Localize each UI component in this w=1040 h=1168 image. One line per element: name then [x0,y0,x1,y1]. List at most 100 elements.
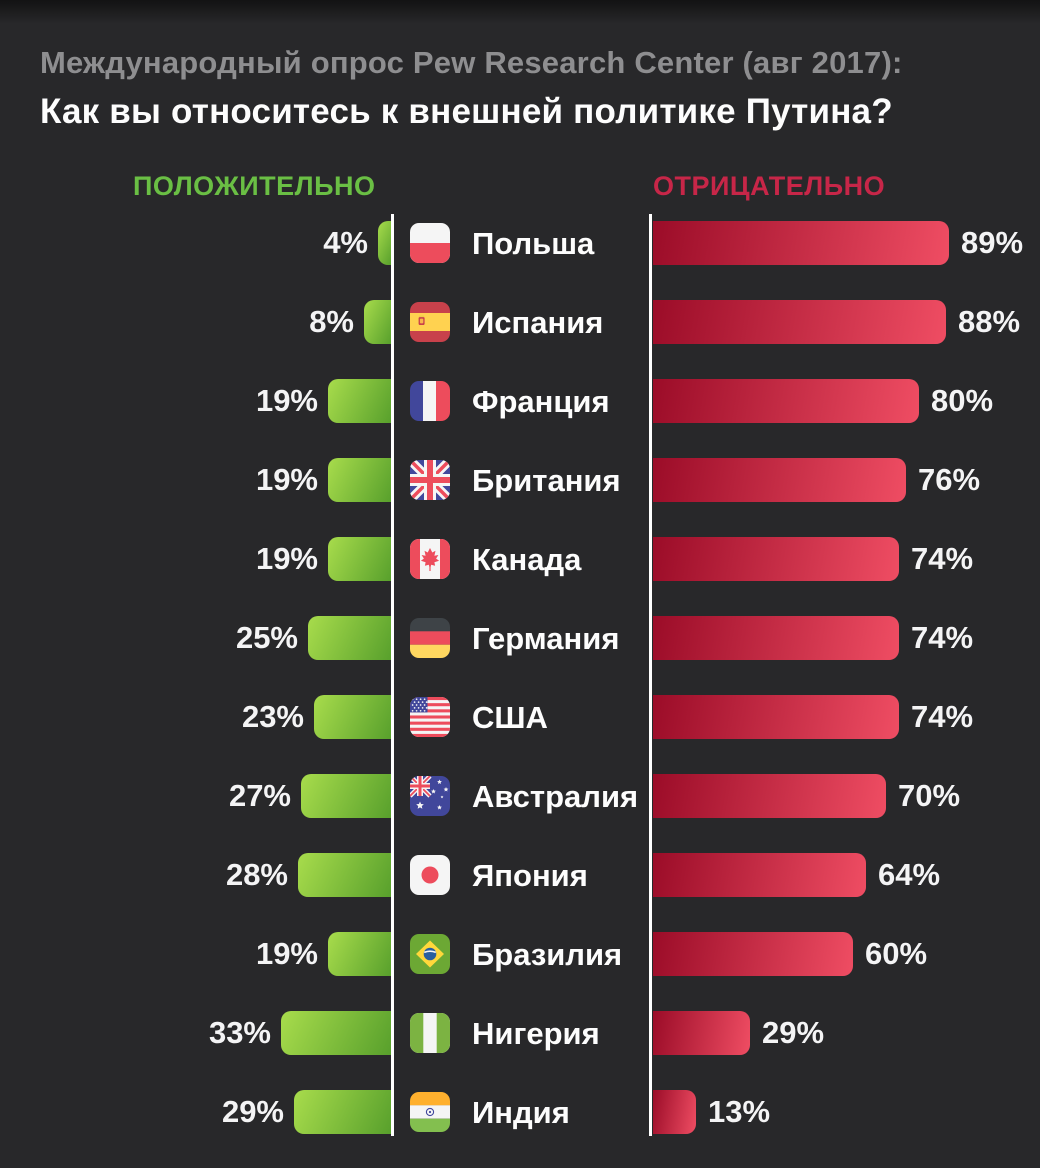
positive-bar [314,695,391,739]
positive-value-label: 25% [235,620,298,655]
negative-cell: 76% [653,458,1040,502]
country-row: 29% Индия 13% [0,1090,1040,1134]
positive-cell: 33% [0,1011,391,1055]
negative-cell: 88% [653,300,1040,344]
positive-cell: 19% [0,932,391,976]
negative-cell: 80% [653,379,1040,423]
positive-value-label: 19% [255,462,318,497]
negative-bar [653,221,949,265]
negative-bar [653,853,866,897]
negative-bar [653,616,899,660]
positive-value-label: 29% [221,1094,284,1129]
negative-bar [653,932,853,976]
country-label: Германия [472,621,620,656]
country-label: Испания [472,305,604,340]
country-row: 8% Испания 88% [0,300,1040,344]
negative-value-label: 88% [958,304,1021,339]
country-label: Индия [472,1095,570,1130]
positive-bar [281,1011,391,1055]
axis-line-positive [391,214,394,1136]
negative-cell: 60% [653,932,1040,976]
positive-bar [328,537,391,581]
country-label: Британия [472,463,621,498]
positive-value-label: 19% [255,541,318,576]
country-label: Япония [472,858,588,893]
positive-value-label: 8% [309,304,354,339]
negative-bar [653,300,946,344]
positive-bar [298,853,391,897]
positive-cell: 19% [0,458,391,502]
flag-japan-icon [410,855,450,895]
legend-positive: ПОЛОЖИТЕЛЬНО [133,171,376,201]
positive-bar [301,774,391,818]
flag-uk-icon [410,460,450,500]
negative-value-label: 64% [878,857,941,892]
positive-value-label: 19% [255,383,318,418]
negative-bar [653,458,906,502]
negative-bar [653,537,899,581]
negative-value-label: 76% [918,462,981,497]
negative-cell: 70% [653,774,1040,818]
negative-value-label: 60% [865,936,928,971]
negative-bar [653,695,899,739]
country-row: 27% Австралия 70% [0,774,1040,818]
country-row: 4% Польша 89% [0,221,1040,265]
negative-bar [653,379,919,423]
country-label: Бразилия [472,937,623,972]
country-label: Франция [472,384,610,419]
top-shadow [0,0,1040,24]
positive-cell: 19% [0,537,391,581]
positive-value-label: 28% [225,857,288,892]
positive-value-label: 23% [241,699,304,734]
positive-cell: 19% [0,379,391,423]
negative-bar [653,1090,696,1134]
flag-spain-icon [410,302,450,342]
negative-cell: 74% [653,537,1040,581]
country-label: Канада [472,542,582,577]
negative-value-label: 74% [911,699,974,734]
negative-value-label: 74% [911,541,974,576]
country-label: Нигерия [472,1016,600,1051]
country-row: 19% Британия 76% [0,458,1040,502]
positive-cell: 4% [0,221,391,265]
positive-value-label: 27% [228,778,291,813]
country-row: 28% Япония 64% [0,853,1040,897]
positive-value-label: 4% [323,225,368,260]
flag-france-icon [410,381,450,421]
country-label: Австралия [472,779,639,814]
negative-cell: 74% [653,695,1040,739]
flag-canada-icon [410,539,450,579]
country-row: 19% Бразилия 60% [0,932,1040,976]
negative-value-label: 74% [911,620,974,655]
country-row: 33% Нигерия 29% [0,1011,1040,1055]
country-row: 23% США 74% [0,695,1040,739]
negative-cell: 64% [653,853,1040,897]
flag-nigeria-icon [410,1013,450,1053]
positive-bar [364,300,391,344]
country-row: 25% Германия 74% [0,616,1040,660]
positive-value-label: 33% [208,1015,271,1050]
positive-cell: 25% [0,616,391,660]
negative-cell: 13% [653,1090,1040,1134]
positive-cell: 28% [0,853,391,897]
positive-bar [328,379,391,423]
positive-bar [378,221,391,265]
chart-kicker: Международный опрос Pew Research Center … [40,45,903,80]
negative-value-label: 29% [762,1015,825,1050]
positive-cell: 27% [0,774,391,818]
flag-poland-icon [410,223,450,263]
flag-india-icon [410,1092,450,1132]
country-row: 19% Франция 80% [0,379,1040,423]
flag-australia-icon [410,776,450,816]
negative-cell: 89% [653,221,1040,265]
positive-bar [308,616,391,660]
negative-cell: 29% [653,1011,1040,1055]
country-row: 19% Канада 74% [0,537,1040,581]
positive-bar [328,932,391,976]
negative-value-label: 80% [931,383,994,418]
negative-value-label: 13% [708,1094,771,1129]
flag-usa-icon [410,697,450,737]
positive-bar [294,1090,391,1134]
axis-line-negative [649,214,652,1136]
